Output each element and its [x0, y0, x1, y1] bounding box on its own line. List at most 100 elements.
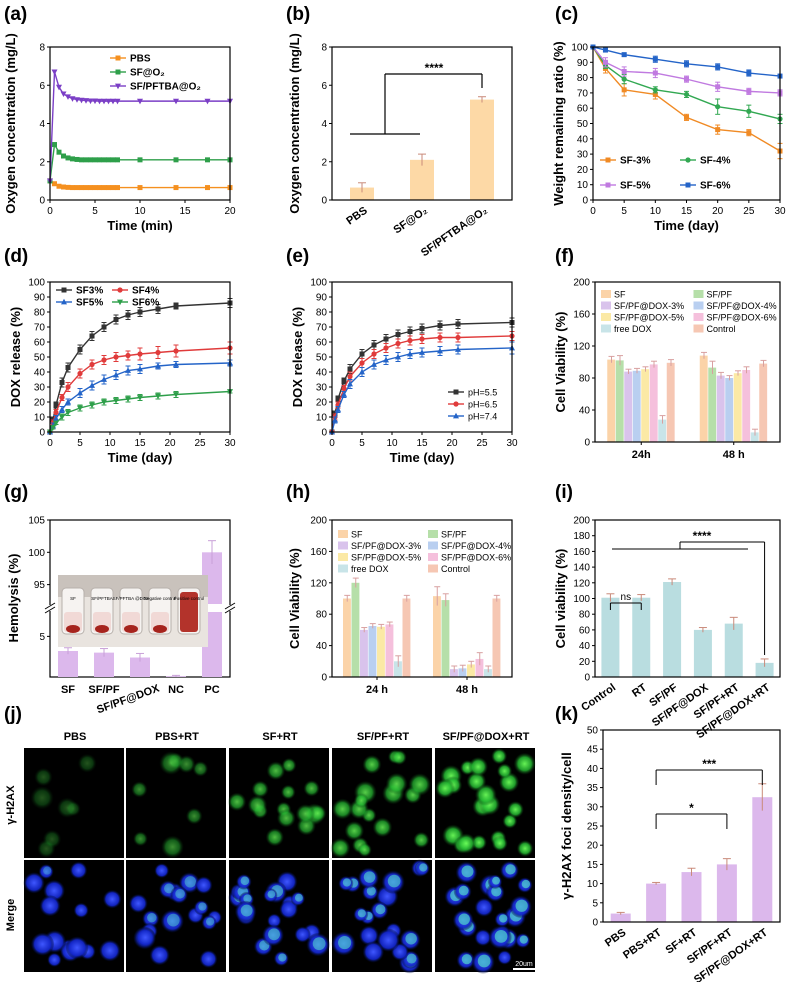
i-ytick-label-10: 200 [573, 516, 590, 527]
micro-cell-h2ax-0-7 [56, 797, 78, 819]
e-xtick-label-4: 20 [446, 438, 458, 449]
b-bar-1 [410, 159, 434, 200]
a-ylabel: Oxygen concentration (mg/L) [3, 33, 18, 214]
d-xtick-label-4: 20 [164, 438, 176, 449]
c-ytick-label-9: 90 [577, 58, 589, 69]
a-point-1-6 [74, 156, 80, 162]
e-point-1-6 [371, 351, 377, 357]
a-point-0-10 [92, 185, 98, 191]
micro-cell-merge-0-10 [31, 932, 54, 956]
e-xtick-label-0: 0 [329, 438, 335, 449]
k-xtick-label-0: PBS [603, 927, 628, 950]
c-point-0-4 [684, 114, 689, 120]
d-point-2-8 [113, 371, 119, 378]
h-legend-5: SF/PF@DOX-6% [441, 553, 511, 563]
e-point-1-3 [341, 385, 347, 392]
a-point-0-9 [88, 185, 93, 191]
e-point-1-11 [437, 334, 443, 341]
c-xtick-label-5: 25 [743, 206, 755, 217]
a-point-0-3 [61, 184, 66, 190]
a-legend-1: SF@O₂ [130, 68, 165, 79]
k-ytick-label-5: 25 [587, 822, 599, 833]
c-ytick-label-8: 80 [577, 73, 589, 84]
g-inset-label-3: Negative control [144, 596, 177, 601]
micro-cell-h2ax-0-6 [30, 785, 54, 810]
micro-cell-h2ax-2-15 [227, 792, 247, 812]
micro-cell-overlay-2-19 [312, 937, 326, 951]
a-legend-0: PBS [130, 54, 151, 65]
micro-cell-overlay-2-5 [278, 953, 287, 962]
micro-cell-merge-1-17 [135, 927, 156, 948]
a-point-2-1 [51, 69, 58, 76]
d-ylabel: DOX release (%) [8, 307, 23, 407]
d-ytick-label-4: 40 [34, 368, 46, 379]
d-point-1-5 [77, 370, 83, 377]
i-significance: **** [693, 529, 712, 543]
h-bar-3-0 [368, 625, 377, 677]
b-bar-0 [350, 187, 374, 200]
micro-row-merge: Merge [5, 899, 17, 931]
f-bar-7-1 [759, 363, 768, 442]
micro-cell-merge-1-10 [160, 909, 184, 933]
g-bar-1 [94, 652, 114, 677]
h-bar-0-1 [433, 596, 441, 677]
micro-cell-merge-1-5 [149, 945, 170, 966]
micro-cell-merge-0-11 [23, 872, 45, 894]
f-bar-1-1 [708, 367, 717, 442]
i-bar-4 [724, 623, 743, 677]
b-xtick-label-0: PBS [344, 205, 369, 228]
e-ytick-label-2: 20 [316, 398, 328, 409]
d-point-2-4 [65, 398, 71, 405]
k-ytick-label-4: 20 [587, 841, 599, 852]
micro-cell-h2ax-3-18 [385, 772, 408, 795]
micro-col-pbs-rt: PBS+RT [155, 731, 199, 743]
a-point-2-14 [110, 98, 116, 105]
chart-i: Control RTSF/PFSF/PF@DOXSF/PF+RTSF/PF@DOX… [553, 516, 781, 741]
h-legend-1: SF/PF [441, 530, 467, 540]
micro-cell-overlay-4-6 [491, 886, 502, 897]
g-ytick-up-label-1: 100 [28, 548, 45, 559]
micro-cell-h2ax-3-5 [330, 837, 351, 859]
c-ytick-label-7: 70 [577, 88, 589, 99]
g-tube-pellet-1 [95, 625, 109, 633]
c-legend-0-marker [605, 157, 611, 163]
panel-label-h: (h) [286, 482, 310, 503]
a-point-0-12 [101, 185, 107, 191]
g-break-mark-right [224, 602, 236, 610]
micro-cell-h2ax-1-12 [161, 835, 184, 859]
d-xtick-label-6: 30 [224, 438, 236, 449]
e-point-2-4 [347, 380, 353, 387]
i-bar-5 [755, 662, 774, 677]
d-point-1-2 [53, 409, 59, 416]
h-ytick-label-0: 0 [321, 673, 327, 684]
e-legend-0: pH=5.5 [468, 388, 497, 398]
i-ytick-label-0: 0 [584, 673, 590, 684]
micro-cell-h2ax-4-14 [468, 756, 489, 777]
a-point-1-3 [61, 153, 66, 159]
g-break-mark-left2 [44, 606, 56, 614]
e-legend-0-marker [453, 389, 459, 395]
k-bar-1 [646, 883, 667, 922]
d-xtick-label-3: 15 [134, 438, 146, 449]
b-bar-2 [470, 99, 494, 200]
c-point-2-6 [746, 88, 752, 94]
microscopy-panel: PBS PBS+RT SF+RT SF/PF+RT SF/PF@DOX+RT γ… [5, 731, 536, 974]
micro-cell-h2ax-4-0 [516, 840, 534, 857]
d-point-0-2 [53, 402, 59, 408]
micro-cell-h2ax-0-3 [77, 753, 97, 773]
c-point-1-6 [746, 108, 752, 114]
micro-cell-overlay-4-15 [458, 885, 469, 896]
e-ytick-label-8: 80 [316, 308, 328, 319]
h-legend-swatch-3 [428, 541, 438, 550]
a-point-0-6 [74, 185, 80, 191]
d-legend-3: SF6% [132, 298, 159, 309]
f-ytick-label-3: 120 [573, 342, 590, 353]
f-legend-7: Control [707, 324, 736, 334]
k-ytick-label-6: 30 [587, 802, 599, 813]
h-ytick-label-3: 120 [310, 578, 327, 589]
a-point-1-5 [70, 156, 75, 162]
a-point-1-14 [110, 157, 116, 163]
micro-cell-h2ax-4-18 [455, 833, 477, 854]
h-bar-2-1 [450, 669, 458, 677]
